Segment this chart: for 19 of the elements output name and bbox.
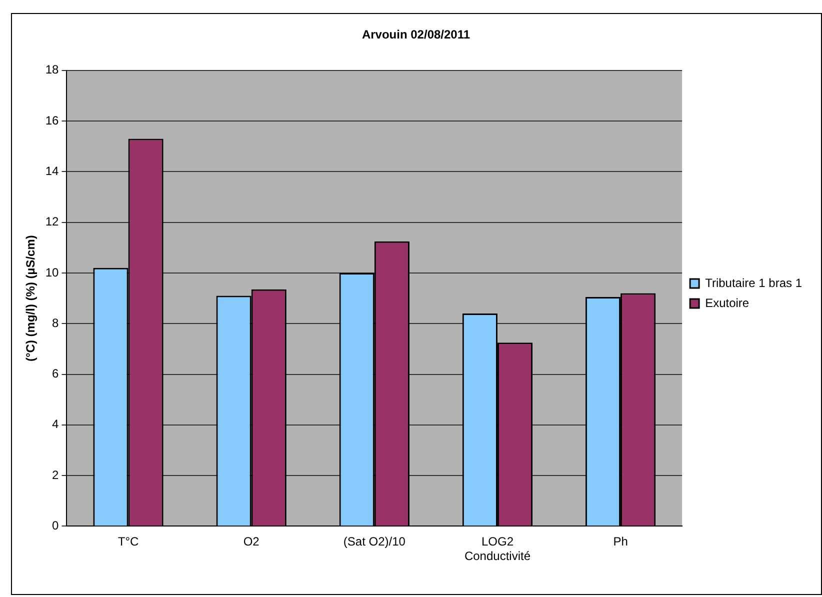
legend-label: Tributaire 1 bras 1 bbox=[705, 276, 802, 290]
chart-title: Arvouin 02/08/2011 bbox=[362, 28, 470, 42]
y-tick-label: 10 bbox=[45, 265, 60, 280]
y-tick-label: 16 bbox=[45, 113, 60, 128]
y-axis-title: (°C) (mg/l) (%) (µS/cm) bbox=[24, 235, 38, 362]
x-tick-label: T°C bbox=[118, 534, 140, 549]
y-tick-label: 0 bbox=[52, 518, 60, 533]
x-tick-label: LOG2 Conductivité bbox=[464, 534, 531, 564]
x-tick-label: Ph bbox=[613, 534, 628, 549]
y-tick-label: 2 bbox=[52, 468, 60, 482]
y-tick-label: 12 bbox=[45, 214, 60, 229]
y-tick-label: 18 bbox=[45, 62, 60, 77]
legend-label: Exutoire bbox=[705, 296, 750, 310]
y-tick-label: 8 bbox=[52, 316, 60, 330]
x-tick-label: (Sat O2)/10 bbox=[343, 534, 406, 549]
x-tick-label: O2 bbox=[243, 534, 260, 549]
y-tick-label: 14 bbox=[45, 164, 60, 178]
y-tick-label: 6 bbox=[52, 366, 60, 381]
y-tick-label: 4 bbox=[52, 417, 60, 432]
